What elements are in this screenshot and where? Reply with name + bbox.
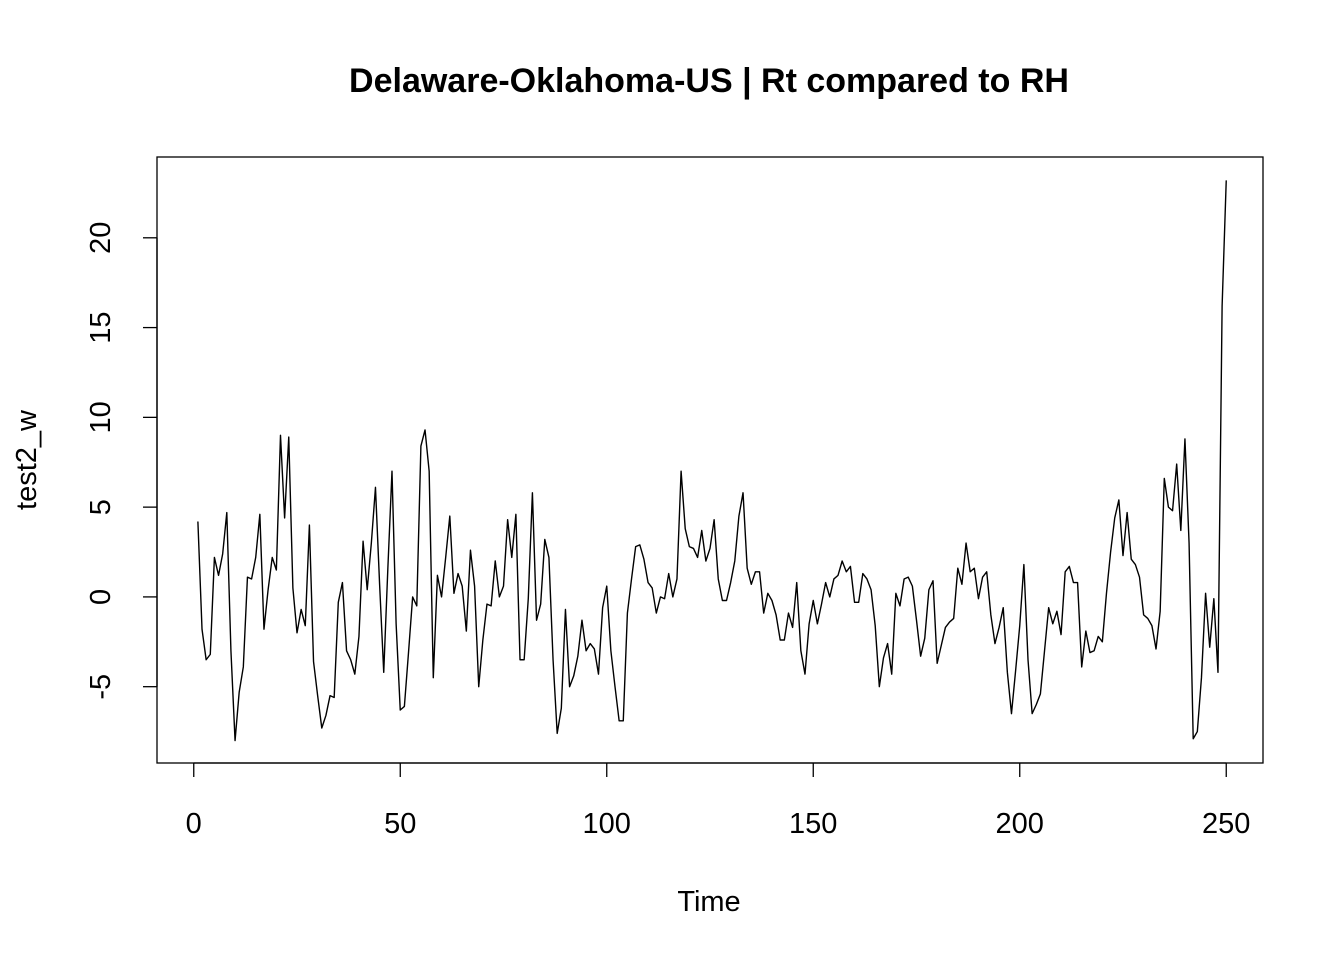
x-tick-label: 250 — [1202, 808, 1250, 840]
y-axis-label: test2_w — [11, 409, 43, 510]
x-tick-label: 0 — [186, 808, 202, 840]
y-tick-label: 15 — [85, 311, 117, 343]
y-tick-label: 10 — [85, 401, 117, 433]
x-tick-label: 100 — [583, 808, 631, 840]
series-line — [197, 180, 1227, 742]
y-tick-label: 20 — [85, 222, 117, 254]
plot-frame — [156, 156, 1264, 764]
y-tick-label: -5 — [85, 674, 117, 700]
x-axis: 0 50 100 150 200 250 — [186, 762, 1250, 840]
chart-title: Delaware-Oklahoma-US | Rt compared to RH — [349, 62, 1069, 100]
x-tick-label: 50 — [384, 808, 416, 840]
y-tick-label: 5 — [85, 499, 117, 515]
x-tick-label: 200 — [996, 808, 1044, 840]
data-series — [197, 180, 1227, 742]
y-axis: -5 0 5 10 15 20 — [85, 222, 158, 700]
x-tick-label: 150 — [789, 808, 837, 840]
y-tick-label: 0 — [85, 589, 117, 605]
x-axis-label: Time — [677, 886, 740, 918]
